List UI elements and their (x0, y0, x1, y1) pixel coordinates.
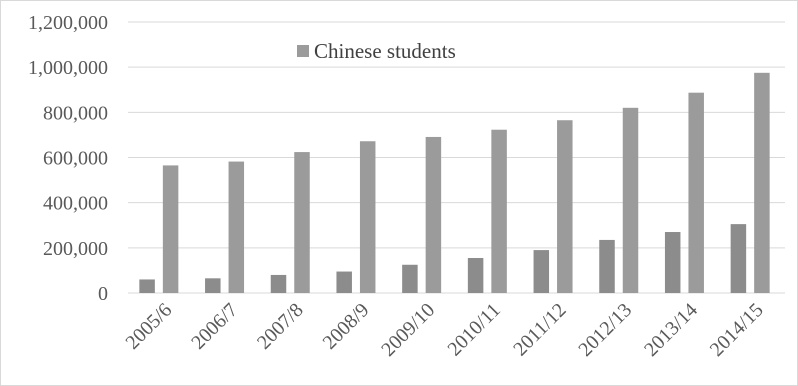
bar-series-1 (205, 278, 221, 293)
y-tick-label: 600,000 (43, 148, 108, 170)
bar-series-1 (270, 274, 287, 293)
x-tick-label: 2013/14 (640, 299, 702, 361)
bar-series-1 (533, 250, 550, 293)
x-tick-label: 2014/15 (706, 299, 768, 361)
bar-chinese-students (294, 152, 310, 293)
bar-series-1 (336, 271, 352, 293)
bar-series-1 (402, 264, 418, 293)
legend-label: Chinese students (314, 39, 456, 63)
gridlines (128, 21, 785, 294)
y-tick-label: 200,000 (43, 238, 108, 260)
legend: Chinese students (297, 39, 456, 63)
bar-chinese-students (359, 141, 376, 293)
x-tick-label: 2005/6 (122, 299, 177, 354)
bar-chinese-students (228, 161, 245, 293)
bar-series-1 (467, 257, 484, 293)
bar-chinese-students (622, 107, 639, 293)
x-tick-label: 2006/7 (187, 299, 242, 354)
y-tick-label: 400,000 (43, 193, 108, 215)
x-tick-label: 2007/8 (253, 299, 308, 354)
bar-chinese-students (688, 92, 704, 293)
x-tick-label: 2012/13 (574, 299, 636, 361)
y-tick-label: 0 (98, 283, 108, 305)
bars (139, 72, 770, 293)
bar-series-1 (664, 232, 681, 293)
x-tick-label: 2008/9 (319, 299, 374, 354)
bar-chinese-students (491, 129, 507, 293)
x-axis-tick-labels: 2005/6 2006/7 2007/8 2008/9 2009/10 2010/11 20… (122, 299, 768, 361)
x-tick-label: 2011/12 (509, 299, 570, 360)
y-tick-label: 800,000 (43, 102, 108, 124)
y-axis-tick-labels: 0 200,000 400,000 600,000 800,000 1,000,000 1,… (28, 12, 108, 305)
y-tick-label: 1,200,000 (28, 12, 108, 34)
bar-chinese-students (162, 165, 179, 293)
y-tick-label: 1,000,000 (28, 57, 108, 79)
bar-series-1 (730, 224, 747, 293)
legend-swatch (297, 45, 309, 57)
x-tick-label: 2009/10 (377, 299, 439, 361)
bar-series-1 (139, 279, 155, 293)
bar-chinese-students (557, 120, 573, 293)
bar-chinese-students (754, 72, 770, 293)
bar-series-1 (599, 239, 615, 293)
x-tick-label: 2010/11 (443, 299, 504, 360)
bar-chinese-students (425, 136, 442, 293)
